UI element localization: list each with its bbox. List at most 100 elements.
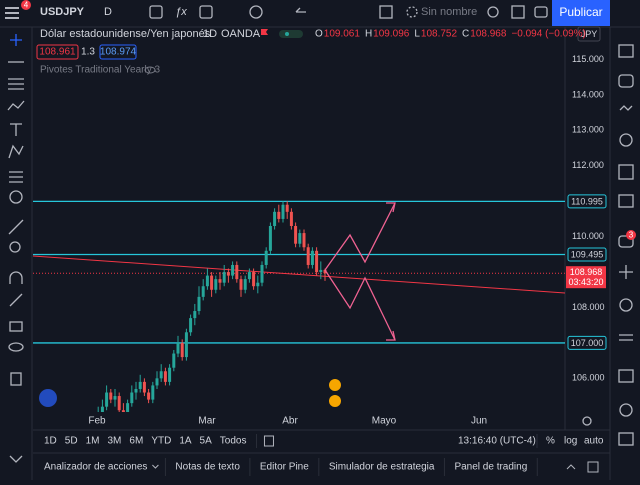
range-button[interactable]: 1M xyxy=(86,436,100,447)
event-marker[interactable] xyxy=(329,395,341,407)
delete-tool[interactable] xyxy=(10,372,22,386)
candle-body xyxy=(197,296,201,312)
ask[interactable]: 108.974 xyxy=(100,47,137,58)
visibility-icon[interactable] xyxy=(144,66,156,74)
dom-icon[interactable] xyxy=(618,369,634,383)
prediction-tool[interactable] xyxy=(9,171,23,183)
menu-icon[interactable] xyxy=(5,17,19,19)
candle-body xyxy=(231,264,235,276)
candle-body xyxy=(180,342,184,358)
chart-type-icon[interactable] xyxy=(149,5,163,19)
pattern-tool[interactable] xyxy=(7,100,25,111)
candle-body xyxy=(315,250,319,273)
trend-line xyxy=(33,255,565,294)
undo-icon[interactable] xyxy=(295,7,306,13)
time-label: Jun xyxy=(471,416,487,427)
collapse-caret[interactable] xyxy=(566,464,576,470)
settings-icon[interactable] xyxy=(487,6,499,18)
fullscreen-icon[interactable] xyxy=(511,5,525,19)
list-icon[interactable] xyxy=(618,432,634,446)
candle-body xyxy=(319,269,323,273)
symbol[interactable]: USDJPY xyxy=(40,6,85,18)
maximize-icon[interactable] xyxy=(587,461,599,473)
cursor-tool[interactable] xyxy=(10,34,22,46)
range-button[interactable]: 6M xyxy=(129,436,143,447)
lock-tool[interactable] xyxy=(9,321,23,332)
bid-box[interactable] xyxy=(36,44,79,60)
price-tick-label: 113.000 xyxy=(572,125,604,135)
time-label: Mar xyxy=(198,416,216,427)
ideas-icon[interactable] xyxy=(618,194,634,208)
interval[interactable]: D xyxy=(104,6,112,18)
projection-up xyxy=(324,202,396,271)
zoom-tool[interactable] xyxy=(9,241,21,253)
hide-tool[interactable] xyxy=(8,342,24,352)
range-button[interactable]: 1A xyxy=(179,436,192,447)
candle-body xyxy=(176,342,180,354)
alerts-icon[interactable] xyxy=(618,74,634,88)
templates-icon[interactable] xyxy=(199,5,213,19)
measure-tool[interactable] xyxy=(8,219,24,235)
dropdown-caret xyxy=(152,464,159,469)
hotlist-icon[interactable] xyxy=(619,133,633,147)
indicator-name: Pivotes Traditional Yearly 3 xyxy=(40,65,161,76)
arrowhead xyxy=(386,330,396,341)
help-icon[interactable] xyxy=(619,403,633,417)
layout-name[interactable]: Sin nombre xyxy=(421,6,477,18)
fib-tool[interactable] xyxy=(8,78,24,90)
goto-icon[interactable] xyxy=(263,435,274,447)
candle-body xyxy=(302,233,306,248)
range-button[interactable]: 5A xyxy=(200,436,213,447)
ohlc-value: 109.096 xyxy=(373,29,410,40)
text-tool[interactable] xyxy=(10,123,22,136)
range-button[interactable]: 5D xyxy=(65,436,78,447)
snapshot-icon[interactable] xyxy=(534,6,548,18)
range-button[interactable]: Todos xyxy=(220,436,247,447)
pattern2-tool[interactable] xyxy=(8,144,24,159)
event-marker[interactable] xyxy=(329,379,341,391)
bid[interactable]: 108.961 xyxy=(39,47,76,58)
scale-option[interactable]: auto xyxy=(584,436,604,447)
order-panel-icon[interactable] xyxy=(619,334,633,341)
panel-tab[interactable]: Notas de texto xyxy=(175,462,240,473)
ask-box[interactable] xyxy=(99,44,137,60)
menu-icon[interactable] xyxy=(5,7,19,9)
panel-tab[interactable]: Panel de trading xyxy=(454,462,527,473)
panel-tab[interactable]: Analizador de acciones xyxy=(44,462,147,473)
scale-option[interactable]: log xyxy=(564,436,577,447)
watchlist-icon[interactable] xyxy=(618,44,634,58)
streams-icon[interactable] xyxy=(619,265,633,279)
menu-icon[interactable] xyxy=(5,12,19,14)
alert-icon[interactable] xyxy=(249,5,263,19)
stay-drawing-tool[interactable] xyxy=(9,293,23,307)
publish-button[interactable] xyxy=(552,0,610,26)
scale-option[interactable]: % xyxy=(546,436,555,447)
emoji-tool[interactable] xyxy=(9,190,23,204)
data-window-icon[interactable] xyxy=(619,105,633,111)
magnet-tool[interactable] xyxy=(9,271,23,284)
range-button[interactable]: YTD xyxy=(151,436,171,447)
alerts-badge-text: 4 xyxy=(24,1,29,10)
candle-body xyxy=(243,279,247,290)
currency-box[interactable] xyxy=(577,26,601,42)
range-button[interactable]: 3M xyxy=(108,436,122,447)
panel-tab[interactable]: Simulador de estrategia xyxy=(329,462,435,473)
publish-label[interactable]: Publicar xyxy=(559,5,602,19)
level-label-box xyxy=(567,247,607,262)
calendar-icon[interactable] xyxy=(618,164,634,180)
panel-tab[interactable]: Editor Pine xyxy=(260,462,309,473)
currency[interactable]: JPY xyxy=(581,29,598,39)
indicators-icon[interactable]: ƒx xyxy=(175,6,187,18)
range-button[interactable]: 1D xyxy=(44,436,57,447)
cloud-icon[interactable] xyxy=(406,6,418,18)
candle-body xyxy=(205,275,209,287)
chat-icon[interactable] xyxy=(618,235,634,248)
axis-settings[interactable] xyxy=(582,416,592,426)
candle-body xyxy=(100,406,104,412)
ohlc-value: 109.061 xyxy=(324,29,361,40)
collapse-tool[interactable] xyxy=(9,455,23,463)
layout-icon[interactable] xyxy=(379,5,393,19)
notifications-icon[interactable] xyxy=(619,298,633,312)
candle-body xyxy=(226,272,230,276)
